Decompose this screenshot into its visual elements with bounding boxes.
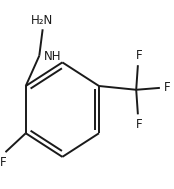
Text: F: F [0,156,6,169]
Text: H₂N: H₂N [31,14,53,27]
Text: NH: NH [44,50,61,63]
Text: F: F [164,81,170,94]
Text: F: F [135,49,142,62]
Text: F: F [135,118,142,131]
